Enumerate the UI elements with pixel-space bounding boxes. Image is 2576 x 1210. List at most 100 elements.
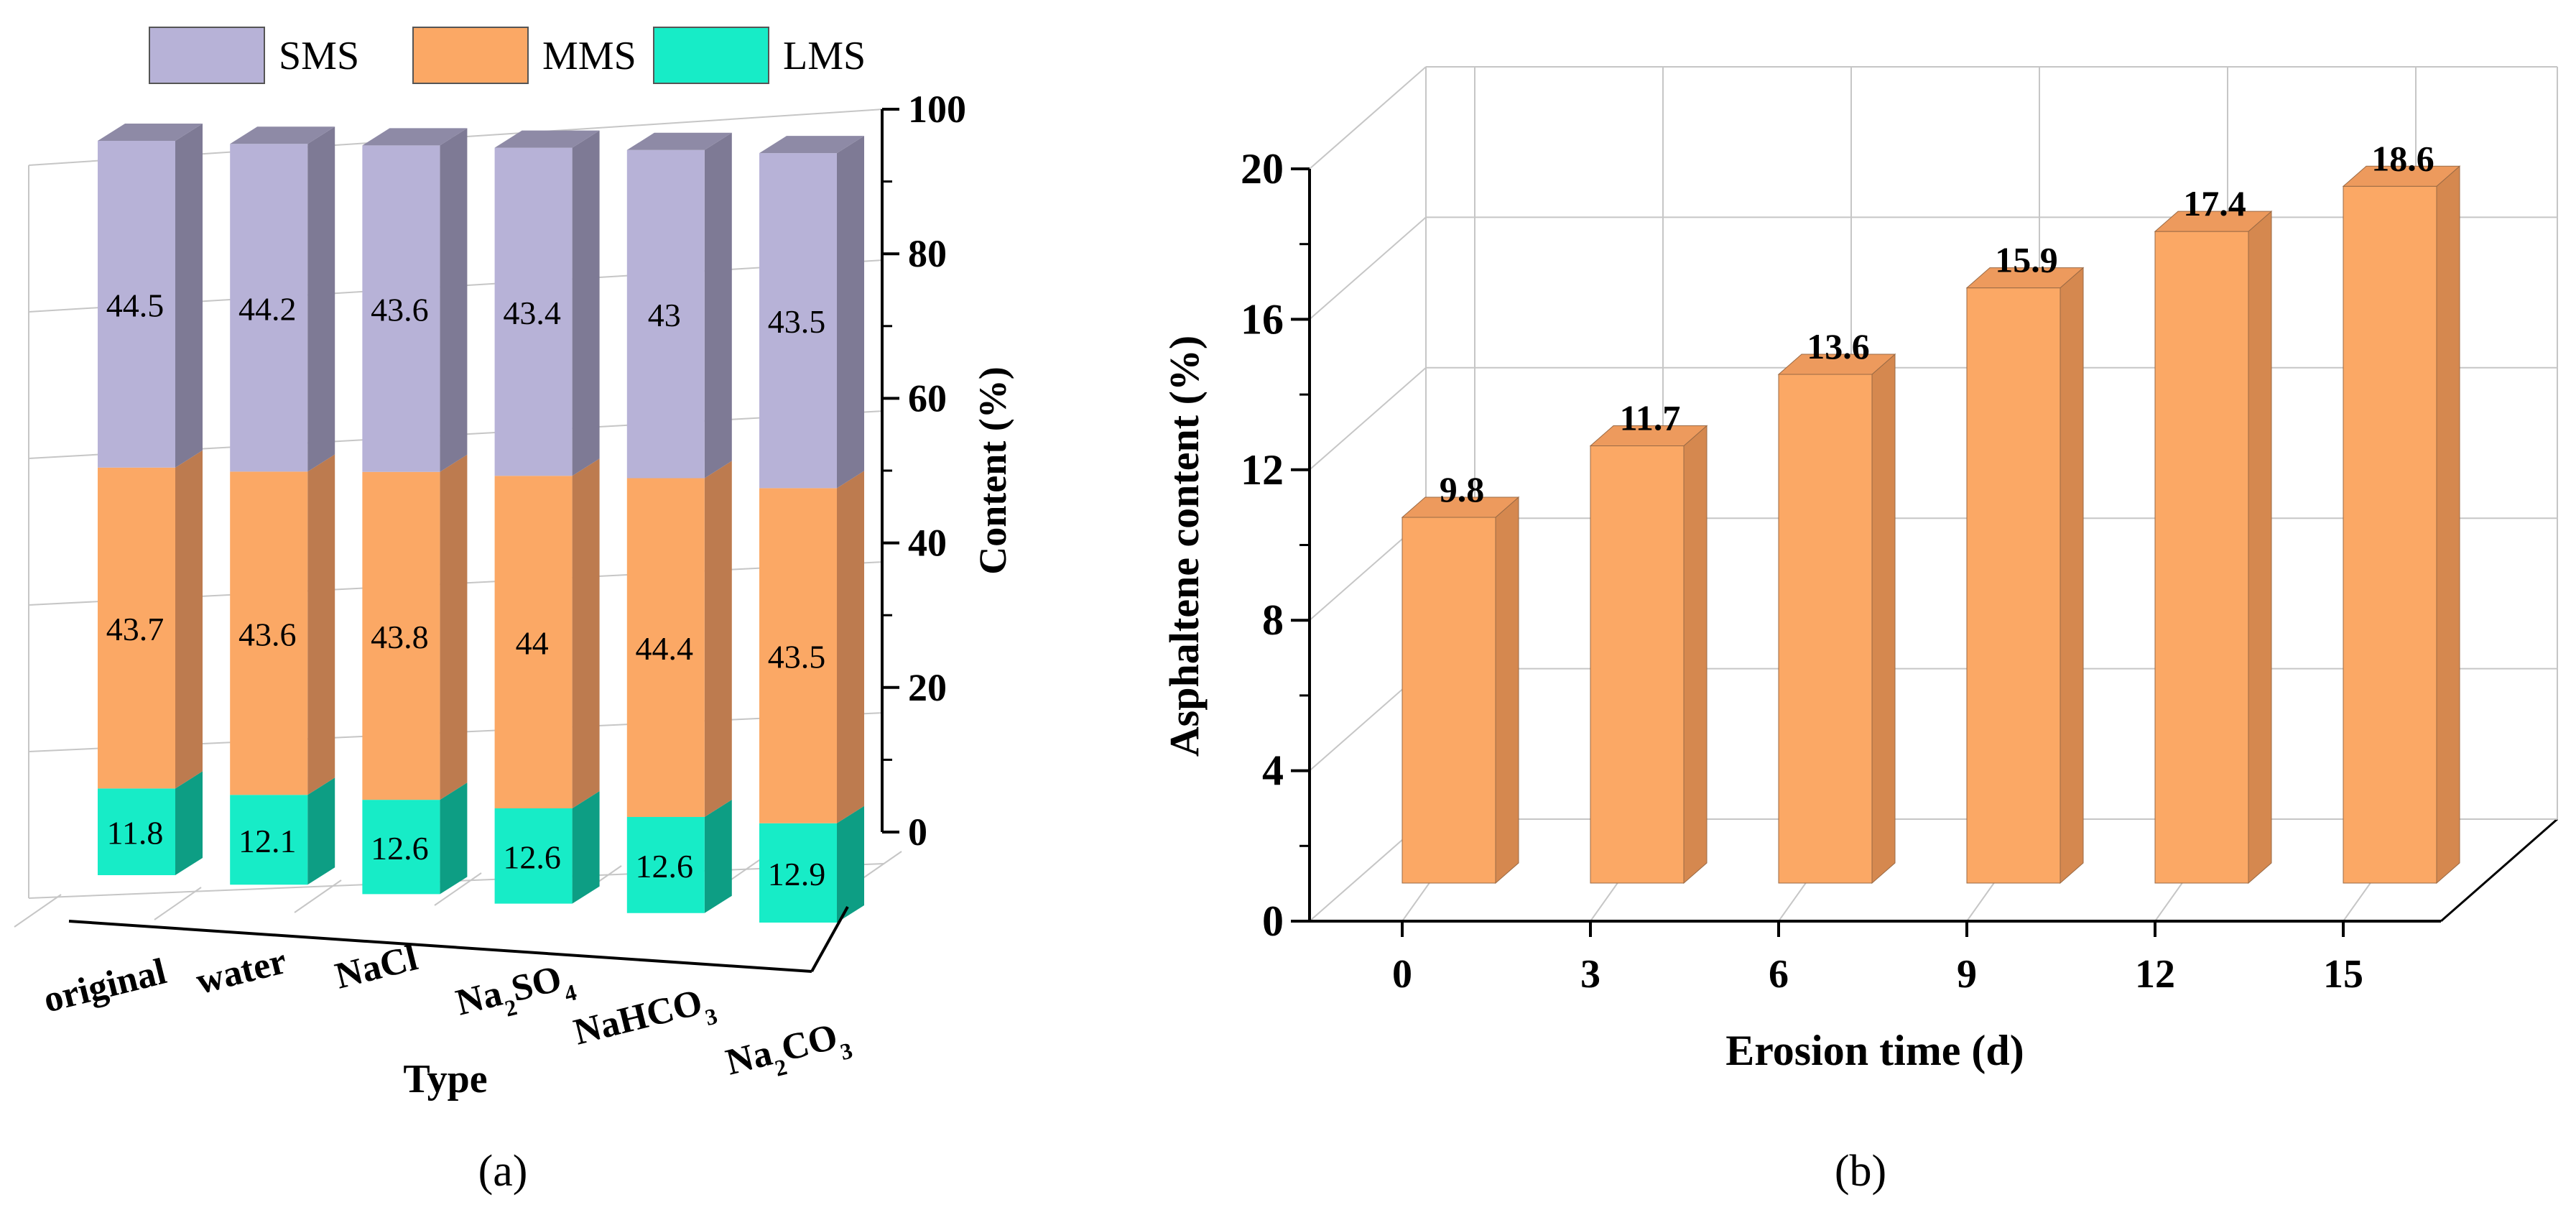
- legend-label-sms: SMS: [279, 34, 359, 78]
- panel-a-x-axis-line: [68, 920, 812, 973]
- bar-side-lms: [572, 791, 600, 904]
- data-label: 43: [648, 297, 681, 333]
- panel-a-x-tick-label: NaHCO3: [570, 979, 720, 1062]
- bar-segment-mms: [230, 471, 308, 795]
- bar-side-sms: [175, 124, 203, 468]
- bar-top-sms: [759, 136, 864, 154]
- panel-b-caption: (b): [1835, 1147, 1886, 1196]
- panel-a-y-tick-label: 60: [908, 377, 947, 420]
- data-label: 43.6: [371, 292, 429, 328]
- panel-b-side-gridline: [1309, 367, 1427, 471]
- panel-a-y-tick-label: 80: [908, 232, 947, 275]
- bar-side: [1683, 425, 1708, 885]
- panel-a-y-tick-label: 100: [908, 88, 966, 131]
- panel-a-x-tick-label: NaCl: [331, 937, 422, 997]
- data-label: 15.9: [1995, 240, 2058, 280]
- bar-side-mms: [307, 454, 335, 795]
- bar-segment-sms: [494, 147, 573, 476]
- data-label: 43.5: [768, 639, 826, 675]
- legend-label-mms: MMS: [542, 34, 636, 78]
- bar-segment-sms: [626, 149, 705, 479]
- legend-label-lms: LMS: [783, 34, 866, 78]
- bar-side-lms: [837, 805, 864, 923]
- panel-a-y-tick-label: 20: [908, 666, 947, 709]
- panel-a-y-tick-label: 0: [908, 810, 927, 854]
- panel-a-y-axis-title: Content (%): [971, 366, 1014, 574]
- data-label: 12.9: [768, 856, 826, 892]
- data-label: 13.6: [1807, 326, 1870, 366]
- panel-a-floor-gridline: [154, 887, 202, 920]
- panel-b-y-tick-label: 0: [1262, 897, 1284, 945]
- panel-a-bars: 11.8 43.7 44.5 12.1 43.6 44.2 12.6 43.8 43.6 12.6…: [98, 124, 864, 923]
- bar-top-sms: [362, 128, 468, 146]
- bar-segment-lms: [759, 823, 837, 923]
- bar-segment-mms: [759, 488, 837, 823]
- bar-side-lms: [175, 771, 203, 875]
- bar-segment-lms: [494, 808, 573, 904]
- data-label: 43.5: [768, 303, 826, 340]
- bar-side-sms: [307, 126, 335, 472]
- panel-a-x-tick-label: original: [40, 951, 170, 1020]
- bar: [1401, 517, 1496, 884]
- panel-a-legend: SMS MMS LMS: [149, 27, 866, 84]
- data-label: 44.5: [106, 287, 165, 323]
- bar: [1590, 445, 1685, 884]
- bar-side-lms: [440, 782, 468, 895]
- data-label: 44.2: [238, 290, 297, 327]
- bar-side-mms: [837, 471, 864, 823]
- panel-a-y-tick-label: 40: [908, 522, 947, 565]
- data-label: 12.6: [636, 848, 694, 885]
- panel-b-y-tick-label: 8: [1262, 596, 1284, 644]
- panel-b-x-tick-label: 0: [1392, 952, 1412, 997]
- bar-top-sms: [626, 132, 732, 150]
- panel-b-x-tick-label: 6: [1769, 952, 1789, 997]
- panel-b-y-axis: 0 4 8 12 16 20 Asphaltene content (%): [1161, 145, 1311, 945]
- panel-b-x-tick-label: 3: [1580, 952, 1600, 997]
- panel-b-floor-right-edge: [2440, 818, 2558, 923]
- bar-top: [1965, 267, 2085, 289]
- bar-side-sms: [440, 128, 468, 472]
- bar-segment-mms: [494, 476, 573, 808]
- bar-side: [2436, 165, 2460, 885]
- panel-a-caption: (a): [478, 1147, 528, 1196]
- legend-swatch-mms: [412, 27, 529, 84]
- bar-segment-lms: [362, 800, 440, 895]
- bar-side-sms: [837, 136, 864, 489]
- data-label: 12.6: [371, 830, 429, 867]
- data-label: 12.1: [238, 823, 297, 859]
- data-label: 11.7: [1620, 398, 1681, 438]
- bar-side-sms: [704, 132, 732, 479]
- panel-b-x-tick-label: 12: [2135, 952, 2175, 997]
- bar-top: [1589, 425, 1708, 446]
- data-label: 12.6: [503, 839, 561, 875]
- panel-b-x-axis: 0 3 6 9 12 15 Erosion time (d): [1392, 921, 2363, 1074]
- bar: [2154, 231, 2249, 884]
- bar-side-lms: [307, 777, 335, 885]
- bar-top: [1401, 497, 1520, 518]
- bar-segment-sms: [230, 144, 308, 472]
- bar-segment-sms: [362, 145, 440, 472]
- bar-segment-mms: [98, 467, 175, 789]
- bar-side-mms: [704, 461, 732, 817]
- bar-segment-lms: [626, 817, 705, 913]
- bar: [1778, 374, 1873, 884]
- bar-segment-lms: [98, 788, 175, 875]
- panel-b-side-gridline: [1309, 66, 1427, 170]
- data-label: 11.8: [107, 815, 164, 851]
- panel-a-x-tick-label: Na2CO3: [722, 1013, 855, 1092]
- data-label: 9.8: [1440, 469, 1485, 509]
- bar-side: [2248, 210, 2272, 885]
- panel-a-x-axis-depth: [810, 906, 849, 972]
- panel-b-x-tick-label: 9: [1957, 952, 1977, 997]
- bar-side-sms: [572, 130, 600, 476]
- bar-segment-lms: [230, 795, 308, 885]
- bar-side-mms: [440, 454, 468, 800]
- panel-b-x-tick-label: 15: [2323, 952, 2363, 997]
- data-label: 43.8: [371, 619, 429, 655]
- bar-top: [2154, 211, 2273, 232]
- data-label: 43.4: [503, 295, 561, 331]
- bar: [1966, 287, 2061, 884]
- panel-a-floor-gridline: [14, 894, 62, 928]
